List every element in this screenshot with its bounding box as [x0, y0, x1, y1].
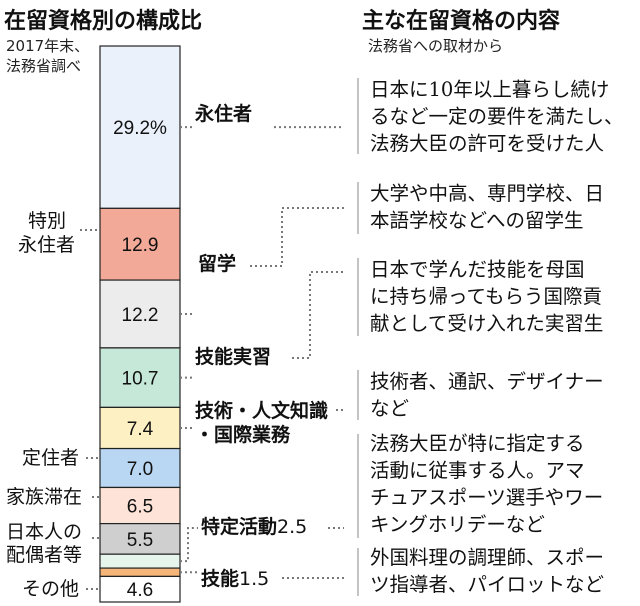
desc-ginou: 外国料理の調理師、スポー ツ指導者、パイロットなど [370, 544, 604, 598]
value-label: 12.9 [122, 235, 159, 256]
bar-segment [99, 575, 181, 603]
connector-tokutei-bar [180, 527, 198, 563]
label-tokutei: 特定活動2.5 [201, 516, 307, 539]
desc-eijusha-line: 日本に10年以上暮らし続け [370, 78, 610, 101]
desc-ginou-jisshu-line: に持ち帰ってもらう国際貢 [370, 285, 603, 308]
left-title: 在留資格別の構成比 [4, 9, 203, 34]
bar-segment [99, 207, 181, 281]
desc-tokutei: 法務大臣が特に指定する 活動に従事する人。アマ チュアスポーツ選手やワー キング… [370, 430, 603, 538]
right-title: 主な在留資格の内容 [362, 9, 561, 34]
label-ginou: 技能1.5 [201, 568, 269, 591]
value-label: 12.2 [122, 305, 159, 326]
value-label: 7.4 [127, 419, 154, 440]
label-tokubetsu-line1: 特別 [28, 210, 67, 232]
label-sonota: その他 [22, 578, 80, 600]
label-eijusha: 永住者 [195, 103, 253, 125]
desc-eijusha-line: るなど一定の要件を満たし、 [370, 105, 624, 128]
bar-segment [99, 486, 181, 525]
connector-ginou-jisshu-desc [292, 271, 344, 359]
label-kazoku: 家族滞在 [6, 486, 83, 508]
value-label: 10.7 [122, 369, 159, 390]
label-ryugaku: 留学 [198, 253, 237, 275]
bar-segment [99, 553, 181, 569]
desc-ginou-jisshu-line: 献として受け入れた実習生 [370, 312, 604, 335]
desc-ryugaku: 大学や中高、専門学校、日 本語学校などへの留学生 [370, 180, 604, 234]
bar-segment [99, 279, 181, 349]
desc-tokutei-line: チュアスポーツ選手やワー [370, 486, 604, 509]
bar-segment [99, 567, 181, 578]
label-haigusha-line1: 日本人の [6, 521, 83, 543]
label-ginou-name: 技能 [201, 568, 240, 590]
value-label: 7.0 [127, 459, 153, 480]
label-gijutsu-line2: ・国際業務 [195, 424, 291, 446]
value-label: 4.6 [127, 580, 153, 601]
value-label: 29.2% [113, 118, 167, 139]
desc-gijutsu: 技術者、通訳、デザイナー など [370, 368, 604, 422]
desc-gijutsu-line: など [370, 397, 410, 420]
desc-ryugaku-line: 本語学校などへの留学生 [370, 209, 584, 232]
desc-eijusha-line: 法務大臣の許可を受けた人 [370, 132, 605, 155]
bar-segment [99, 406, 181, 450]
desc-ryugaku-line: 大学や中高、専門学校、日 [370, 182, 605, 205]
label-tokutei-value: 2.5 [277, 516, 308, 538]
label-gijutsu-line1: 技術・人文知識 [195, 400, 329, 422]
desc-tokutei-line: キングホリデーなど [370, 513, 545, 536]
right-subtitle: 法務省への取材から [368, 37, 504, 55]
bar-segment [99, 45, 181, 209]
desc-ginou-jisshu: 日本で学んだ技能を母国 に持ち帰ってもらう国際貢 献として受け入れた実習生 [370, 256, 603, 337]
label-ginou-value: 1.5 [239, 568, 270, 590]
label-tokubetsu-line2: 永住者 [18, 234, 76, 256]
desc-ginou-jisshu-line: 日本で学んだ技能を母国 [370, 258, 585, 281]
source-note: 2017年末、法務省調べ [6, 37, 90, 75]
label-tokutei-name: 特定活動 [201, 516, 278, 538]
label-ginou-jisshu: 技能実習 [195, 346, 272, 368]
desc-ginou-line: 外国料理の調理師、スポー [370, 546, 605, 569]
label-teijusha: 定住者 [22, 447, 80, 469]
desc-tokutei-line: 法務大臣が特に指定する [370, 432, 585, 455]
value-label: 5.5 [127, 530, 153, 551]
desc-tokutei-line: 活動に従事する人。アマ [370, 459, 585, 482]
bar-segment [99, 523, 181, 555]
desc-ginou-line: ツ指導者、パイロットなど [370, 573, 605, 596]
connector-ryugaku-desc [250, 207, 344, 267]
value-label: 6.5 [127, 497, 153, 518]
label-haigusha-line2: 配偶者等 [6, 544, 83, 566]
desc-eijusha: 日本に10年以上暮らし続け るなど一定の要件を満たし、 法務大臣の許可を受けた人 [370, 76, 624, 157]
desc-gijutsu-line: 技術者、通訳、デザイナー [370, 370, 604, 393]
